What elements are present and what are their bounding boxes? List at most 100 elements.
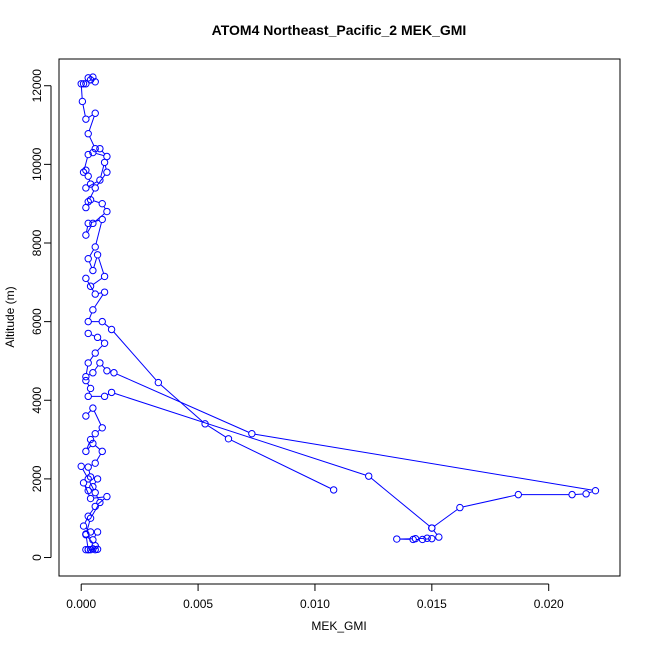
data-point <box>82 376 90 385</box>
data-point <box>86 384 95 393</box>
data-point <box>91 349 99 357</box>
data-point <box>84 317 92 326</box>
data-point <box>93 475 102 483</box>
data-point <box>91 290 99 298</box>
data-point <box>418 535 427 544</box>
x-tick-label: 0.015 <box>417 597 447 611</box>
data-point <box>93 251 102 259</box>
data-point <box>329 486 338 494</box>
data-point <box>84 172 92 180</box>
data-point <box>82 184 90 192</box>
data-point <box>93 528 102 536</box>
data-point <box>91 459 99 467</box>
data-point <box>89 404 97 412</box>
series-line-5 <box>82 468 99 544</box>
data-point <box>435 533 443 541</box>
data-point <box>110 369 118 377</box>
data-point <box>79 80 88 88</box>
x-axis-label: MEK_GMI <box>311 619 366 633</box>
data-point <box>79 479 88 487</box>
data-point <box>82 412 90 420</box>
data-point <box>82 80 90 88</box>
data-point <box>84 130 92 138</box>
data-point <box>82 372 90 381</box>
data-point <box>84 545 92 554</box>
data-point <box>89 306 97 314</box>
data-point <box>82 447 90 456</box>
data-point <box>79 522 88 530</box>
data-point <box>98 317 106 326</box>
data-point <box>84 255 92 263</box>
data-point <box>98 215 106 224</box>
data-point <box>91 545 99 554</box>
data-point <box>154 378 163 387</box>
x-tick-label: 0.020 <box>534 597 564 611</box>
y-tick-label: 2000 <box>30 465 44 492</box>
data-point <box>248 429 256 438</box>
series-lines <box>80 81 593 551</box>
data-point <box>91 488 99 497</box>
data-point <box>82 531 90 539</box>
data-point <box>84 392 92 401</box>
data-point <box>91 109 99 117</box>
data-point <box>428 534 436 543</box>
data-point <box>98 447 106 456</box>
data-point <box>91 502 99 511</box>
data-point <box>103 367 111 375</box>
data-point <box>456 503 464 512</box>
data-point <box>103 168 111 176</box>
data-point <box>107 388 116 397</box>
data-point <box>86 435 95 444</box>
x-tick-label: 0.000 <box>66 597 96 611</box>
y-tick-label: 6000 <box>30 308 44 335</box>
data-point <box>103 207 111 216</box>
y-axis-label: Altitude (m) <box>3 286 17 347</box>
data-point <box>86 282 95 290</box>
data-point <box>96 144 104 153</box>
data-point <box>428 524 436 532</box>
data-point <box>86 545 95 554</box>
data-point <box>96 359 104 367</box>
data-point <box>77 462 85 471</box>
y-tick-label: 8000 <box>30 229 44 256</box>
data-point <box>84 329 92 338</box>
data-point <box>84 475 92 483</box>
data-point <box>107 325 116 334</box>
data-point <box>100 288 109 296</box>
data-point <box>423 534 431 542</box>
data-point <box>89 439 97 448</box>
y-tick-label: 4000 <box>30 387 44 414</box>
data-point <box>84 150 92 159</box>
x-tick-label: 0.010 <box>300 597 330 611</box>
data-point <box>86 196 95 204</box>
data-point <box>100 158 109 167</box>
data-point <box>82 274 90 283</box>
data-point <box>89 369 97 377</box>
x-axis: 0.000 0.005 0.010 0.015 0.020 <box>66 583 564 611</box>
data-point <box>201 420 209 428</box>
data-point <box>100 339 109 347</box>
data-point <box>91 429 99 438</box>
data-point <box>89 73 97 81</box>
series-line-1 <box>80 81 331 489</box>
data-point <box>86 494 95 503</box>
data-point <box>93 333 102 342</box>
data-point <box>79 168 88 176</box>
data-point <box>89 148 97 157</box>
data-point <box>100 392 109 401</box>
data-point <box>82 231 90 239</box>
data-point <box>91 184 99 192</box>
data-point <box>98 424 106 432</box>
data-point <box>84 359 92 367</box>
data-point <box>91 243 99 251</box>
data-point <box>98 199 106 208</box>
data-point <box>91 78 99 86</box>
series-points <box>77 73 600 554</box>
data-point <box>568 490 576 499</box>
data-point <box>96 498 104 507</box>
data-point <box>91 542 99 550</box>
data-point <box>365 472 373 480</box>
data-point <box>224 435 233 443</box>
data-point <box>91 144 99 153</box>
